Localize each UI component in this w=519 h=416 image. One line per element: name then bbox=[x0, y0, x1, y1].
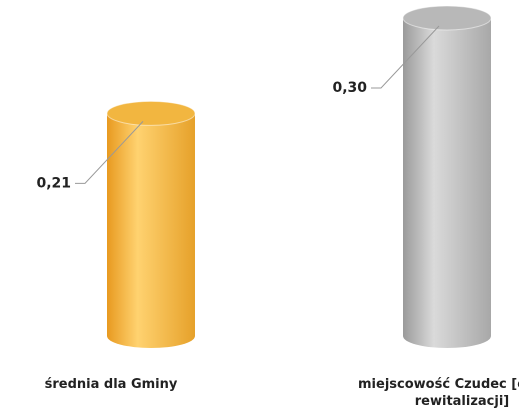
leader-line bbox=[371, 25, 440, 89]
bar bbox=[106, 100, 196, 348]
value-label: 0,21 bbox=[36, 175, 71, 191]
value-label: 0,30 bbox=[332, 80, 367, 96]
x-tick-label: miejscowość Czudec [obszar rewitalizacji… bbox=[358, 377, 519, 409]
bar bbox=[402, 5, 492, 348]
leader-line bbox=[75, 121, 144, 184]
x-tick-label: średnia dla Gminy bbox=[44, 377, 178, 392]
